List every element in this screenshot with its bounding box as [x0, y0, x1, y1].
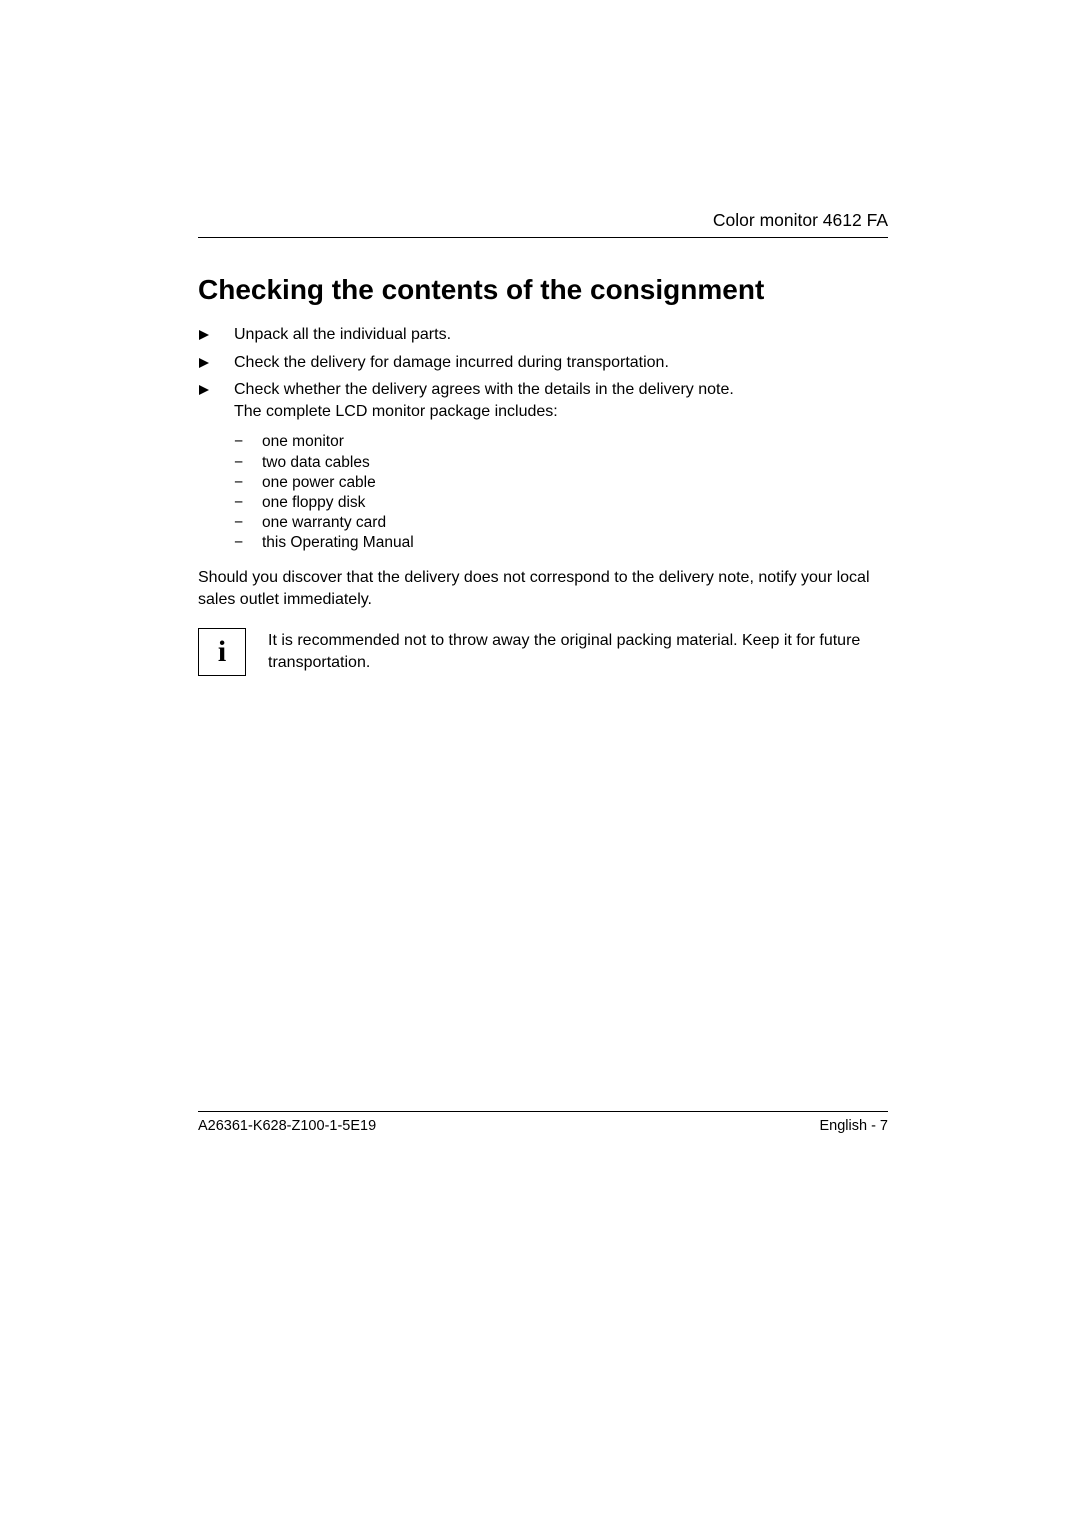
dash-icon: − — [234, 453, 262, 473]
document-page: Color monitor 4612 FA Checking the conte… — [0, 0, 1080, 1528]
list-item: − one power cable — [234, 473, 888, 493]
step-text: Check whether the delivery agrees with t… — [234, 379, 888, 422]
step-text: Check the delivery for damage incurred d… — [234, 352, 888, 374]
list-item-text: one power cable — [262, 473, 376, 493]
step-item: Check the delivery for damage incurred d… — [198, 352, 888, 376]
list-item: − one warranty card — [234, 513, 888, 533]
list-item: − one floppy disk — [234, 493, 888, 513]
info-note: i It is recommended not to throw away th… — [198, 628, 888, 676]
page-header: Color monitor 4612 FA — [198, 210, 888, 238]
doc-code: A26361-K628-Z100-1-5E19 — [198, 1118, 376, 1134]
page-footer: A26361-K628-Z100-1-5E19 English - 7 — [198, 1111, 888, 1134]
step-text: Unpack all the individual parts. — [234, 324, 888, 346]
list-item: − this Operating Manual — [234, 533, 888, 553]
triangle-bullet-icon — [198, 379, 234, 403]
dash-icon: − — [234, 473, 262, 493]
product-name: Color monitor 4612 FA — [713, 210, 888, 230]
info-icon-glyph: i — [218, 632, 226, 673]
dash-icon: − — [234, 533, 262, 553]
list-item-text: this Operating Manual — [262, 533, 414, 553]
list-item: − one monitor — [234, 432, 888, 452]
triangle-bullet-icon — [198, 352, 234, 376]
list-item-text: one monitor — [262, 432, 344, 452]
dash-icon: − — [234, 513, 262, 533]
triangle-bullet-icon — [198, 324, 234, 348]
section-title: Checking the contents of the consignment — [198, 274, 888, 306]
info-icon: i — [198, 628, 246, 676]
step-item: Unpack all the individual parts. — [198, 324, 888, 348]
package-contents-list: − one monitor − two data cables − one po… — [234, 432, 888, 553]
dash-icon: − — [234, 493, 262, 513]
list-item-text: one warranty card — [262, 513, 386, 533]
step-item: Check whether the delivery agrees with t… — [198, 379, 888, 422]
info-note-text: It is recommended not to throw away the … — [268, 628, 888, 673]
list-item-text: two data cables — [262, 453, 370, 473]
closing-paragraph: Should you discover that the delivery do… — [198, 567, 888, 610]
list-item: − two data cables — [234, 453, 888, 473]
dash-icon: − — [234, 432, 262, 452]
list-item-text: one floppy disk — [262, 493, 365, 513]
page-number: English - 7 — [819, 1118, 888, 1134]
